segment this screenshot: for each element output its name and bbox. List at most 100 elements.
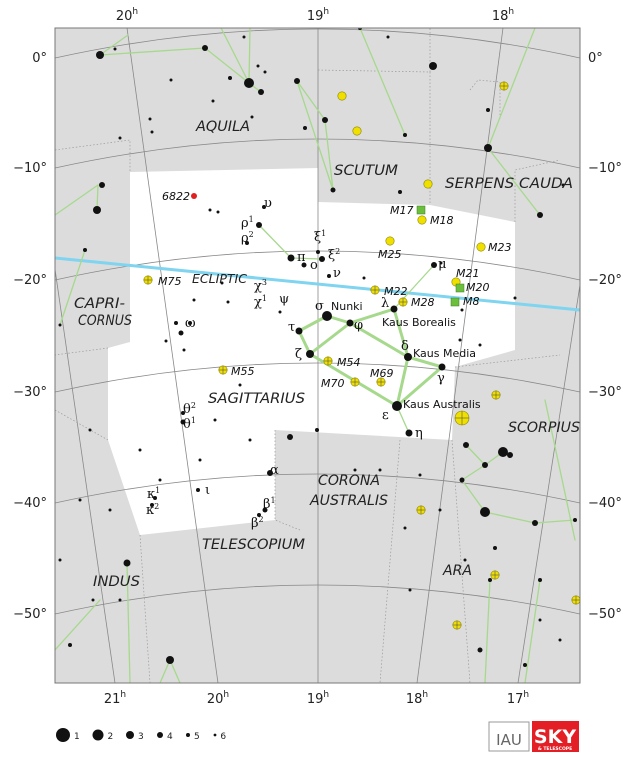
greek-letter-label: χ1 [254,294,267,310]
ra-label-bottom: 20h [207,690,229,707]
object-label: M21 [456,267,480,280]
greek-letter-label: ξ2 [328,247,340,263]
asterism-line [348,321,410,359]
star [538,578,542,582]
dec-label-right: −50° [588,607,622,622]
axis-value: −10° [13,161,47,176]
star [486,108,490,112]
star [429,62,437,70]
magnitude-legend: 1 2 3 4 5 6 [56,728,226,742]
greek-letter-label: ζ [295,347,302,362]
greek-letter: χ [254,279,262,294]
star [148,117,152,121]
star [88,428,92,432]
star [418,473,422,477]
constellation-name: CAPRI- [74,296,125,312]
star [83,248,87,252]
labels: AQUILA SCUTUM SERPENS CAUDA CAPRI-CORNUS SAG… [74,119,580,590]
galaxy-icon [191,193,197,199]
star [558,638,562,642]
greek-letter-label: υ [264,196,272,211]
star [390,305,398,313]
greek-superscript: 1 [155,486,160,495]
greek-letter: λ [381,296,389,311]
star [362,276,366,280]
star [573,518,577,522]
greek-superscript: 2 [154,502,159,511]
greek-letter-label: δ [401,339,409,354]
constellation-line [258,224,292,259]
star [174,321,178,325]
constellation-name: ARA [442,563,472,579]
star [316,250,320,254]
constellation-name: SCUTUM [334,163,398,179]
greek-letter-label: μ [438,257,446,272]
greek-letter: υ [264,196,272,211]
ra-label-bottom: 17h [507,690,529,707]
star [458,338,462,342]
axis-value: −30° [13,385,47,400]
star [78,498,82,502]
object-label: M8 [463,295,480,308]
constellation-line [99,34,129,56]
star [256,64,260,68]
constellation-line [169,659,181,683]
open-cluster-icon [417,215,427,225]
greek-superscript: 2 [191,401,196,410]
constellation-name: SAGITTARIUS [208,391,305,407]
object-label: M22 [384,285,408,298]
star [477,647,483,653]
star [319,256,325,262]
magnitude-dot [92,729,104,741]
star [480,507,490,517]
dec-label-left: −20° [13,273,47,288]
star [482,462,488,468]
open-cluster-icon [476,242,486,252]
constellation-name: AQUILA [195,119,250,135]
stars [58,28,577,667]
coordinate-grid [55,28,580,683]
star [58,558,62,562]
constellation-line [544,399,576,541]
star [306,350,314,358]
greek-letter-label: α [270,463,279,478]
star [398,190,402,194]
magnitude-dot [157,732,163,738]
star [226,300,230,304]
axis-value: 17 [507,692,524,707]
greek-letter: ξ [314,230,321,245]
star [118,136,122,140]
greek-superscript: 2 [249,230,254,239]
boundary [469,79,501,120]
greek-letter: ρ [241,231,249,246]
star [93,206,101,214]
axis-unit: h [323,690,329,700]
magnitude-dot [126,731,134,739]
star [403,526,407,530]
sky-logo-subtext: & TELESCOPE [538,746,572,752]
star [188,321,192,325]
star [91,598,95,602]
constellation-name: AUSTRALIS [309,493,388,509]
ecliptic-line [55,256,580,312]
greek-letter: θ [183,417,191,432]
greek-letter: π [297,250,306,265]
star [181,411,185,415]
axis-value: 20 [207,692,224,707]
star [248,438,252,442]
star [330,187,336,193]
star [220,281,224,285]
nebula-icon [450,297,460,307]
greek-letter-label: β2 [251,515,264,531]
axis-unit: h [323,7,329,17]
greek-letter-label: σ [315,299,324,314]
greek-superscript: 3 [262,278,267,287]
star [96,51,104,59]
star [178,330,184,336]
star [301,262,307,268]
star [295,327,303,335]
star [322,311,332,321]
constellation-name: TELESCOPIUM [202,537,305,553]
greek-letter-label: β1 [263,496,276,512]
